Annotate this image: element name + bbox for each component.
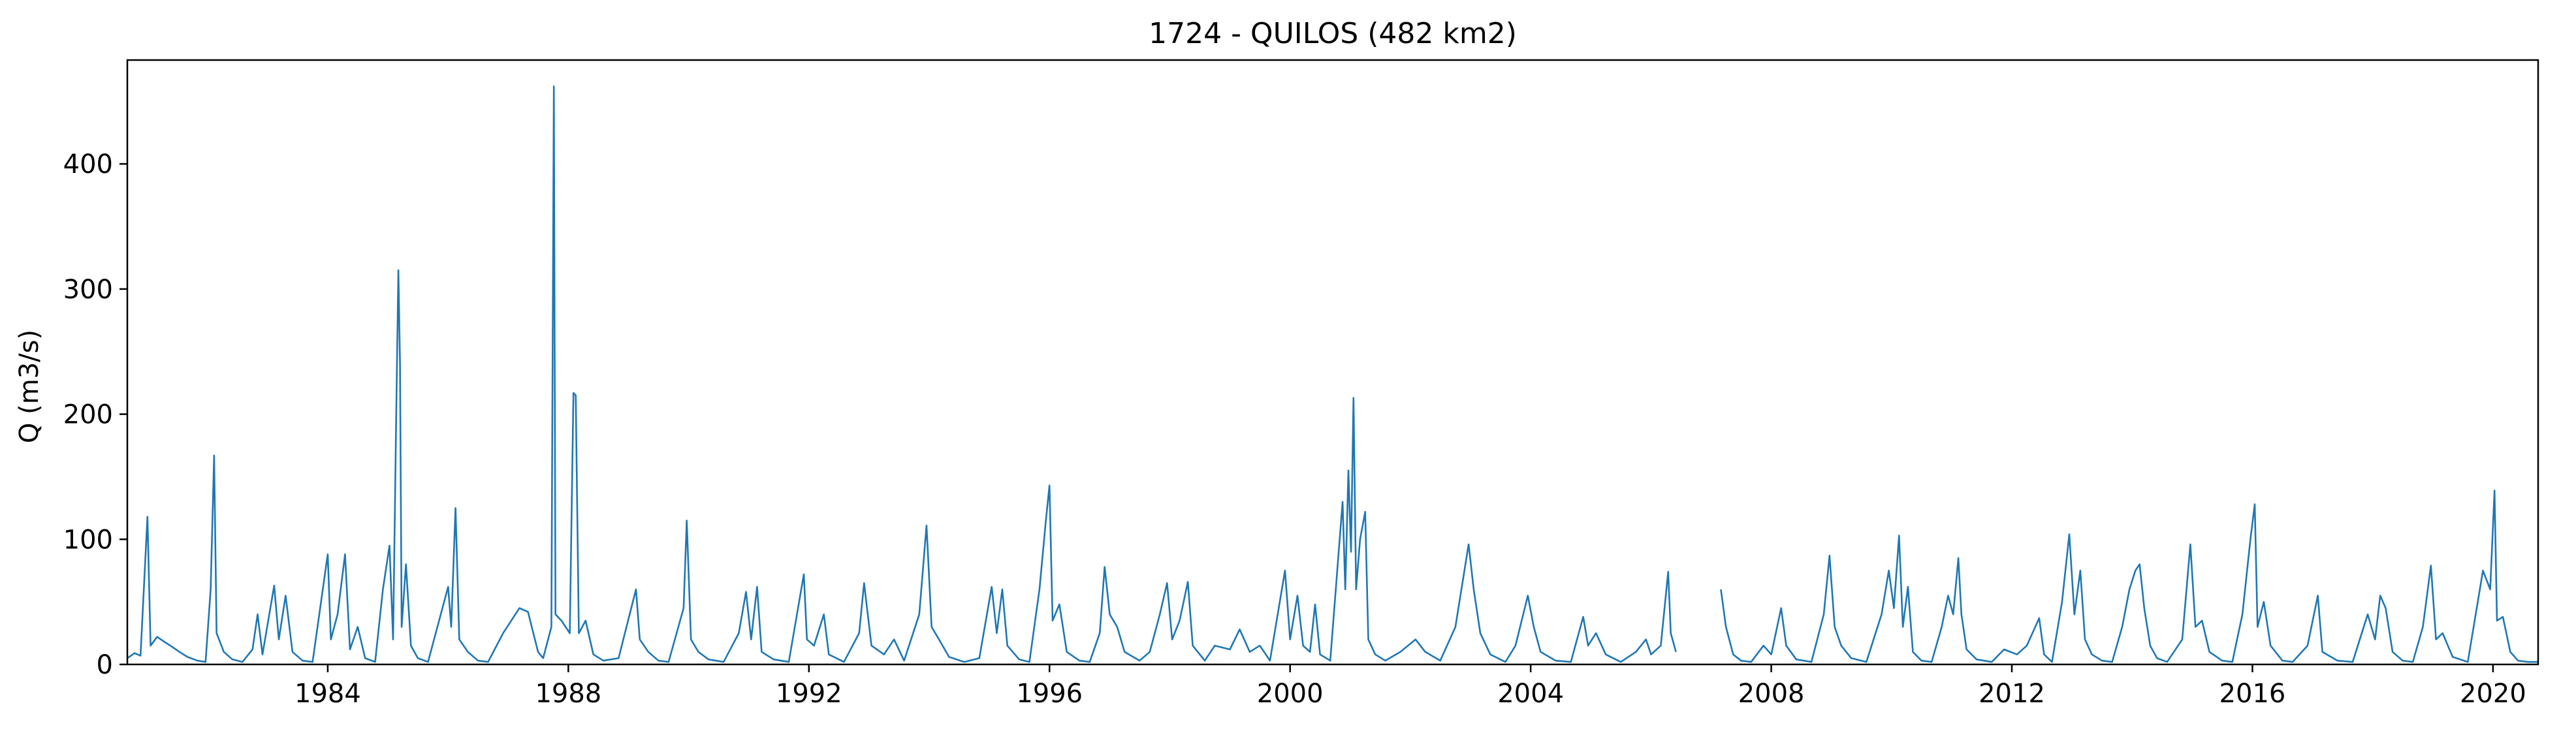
x-tick-label: 2000 [1257, 679, 1324, 709]
x-ticks-layer: 1984 1988 1992 1996 2000 2004 2008 2012 2016 2020 [294, 664, 2526, 709]
y-tick-label: 0 [97, 650, 113, 680]
series-layer [127, 86, 2538, 663]
y-tick-label: 100 [63, 525, 113, 555]
x-tick-label: 1988 [535, 679, 601, 709]
y-tick-label: 300 [63, 275, 113, 305]
x-tick-label: 2004 [1497, 679, 1564, 709]
x-tick-label: 2020 [2460, 679, 2526, 709]
y-axis-label: Q (m3/s) [14, 330, 44, 443]
x-tick-label: 1984 [294, 679, 361, 709]
x-tick-label: 2008 [1738, 679, 1805, 709]
x-tick-label: 2012 [1979, 679, 2045, 709]
chart-title: 1724 - QUILOS (482 km2) [1149, 17, 1517, 50]
plot-frame [126, 59, 2539, 666]
x-tick-label: 1996 [1016, 679, 1083, 709]
y-tick-label: 400 [63, 149, 113, 179]
y-ticks-layer: 0 100 200 300 400 [63, 149, 127, 680]
series-line-0 [127, 86, 2538, 663]
x-tick-label: 2016 [2219, 679, 2286, 709]
x-tick-label: 1992 [776, 679, 842, 709]
y-tick-label: 200 [63, 400, 113, 430]
